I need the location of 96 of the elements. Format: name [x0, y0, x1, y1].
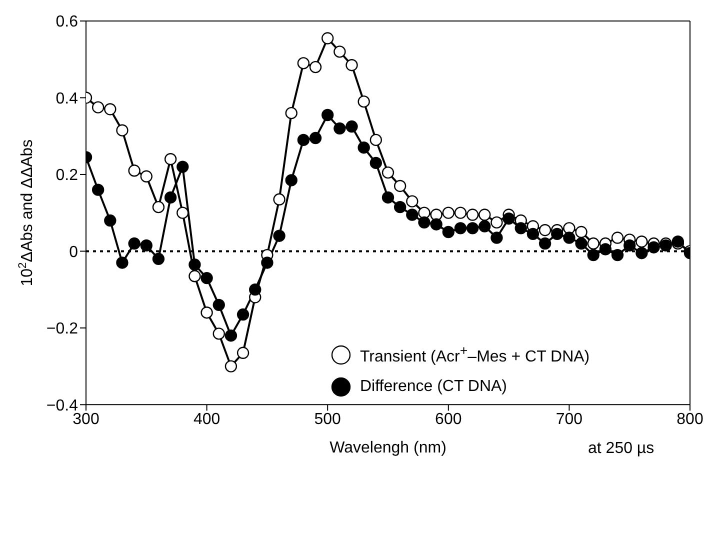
point — [502, 212, 515, 225]
point — [430, 218, 442, 230]
point — [478, 208, 491, 221]
y-tick-label: 0.2 — [56, 167, 78, 184]
point — [176, 160, 189, 173]
point — [334, 46, 346, 58]
point — [322, 108, 334, 122]
point — [128, 164, 140, 177]
point — [285, 106, 298, 120]
x-axis-title: Wavelengh (nm) — [330, 440, 446, 457]
point — [382, 166, 394, 179]
point — [442, 226, 454, 238]
point — [442, 206, 454, 219]
point — [382, 191, 394, 204]
x-tick-label: 700 — [556, 411, 583, 428]
point — [346, 59, 358, 72]
point — [636, 236, 648, 248]
y-tick-label: 0.6 — [56, 14, 78, 31]
point — [261, 256, 274, 269]
point — [454, 206, 467, 219]
point — [611, 232, 624, 244]
point — [140, 170, 152, 182]
point — [273, 230, 286, 242]
point — [116, 256, 128, 269]
point — [538, 237, 552, 250]
point — [92, 184, 104, 196]
x-tick-label: 800 — [676, 411, 704, 428]
point — [611, 248, 624, 262]
x-tick-label: 600 — [435, 411, 462, 428]
point — [212, 298, 225, 312]
point — [514, 222, 527, 234]
point — [490, 232, 503, 244]
point — [309, 132, 322, 144]
point — [370, 156, 382, 170]
point — [297, 134, 310, 146]
point — [128, 237, 140, 250]
point — [224, 360, 238, 372]
point — [176, 206, 189, 219]
point — [563, 232, 576, 244]
point — [454, 222, 467, 234]
point — [188, 270, 201, 282]
point — [140, 239, 152, 252]
point — [116, 124, 128, 136]
point — [285, 174, 298, 186]
point — [370, 134, 382, 146]
point — [478, 220, 491, 232]
point — [587, 248, 600, 262]
point — [309, 60, 322, 74]
point — [249, 283, 262, 296]
x-tick-label: 500 — [314, 411, 342, 428]
y-tick-label: 0 — [69, 244, 78, 261]
point — [104, 103, 116, 116]
point — [648, 241, 660, 254]
point — [104, 214, 116, 227]
x-tick-label: 400 — [193, 411, 220, 428]
point — [236, 346, 250, 359]
point — [322, 32, 334, 44]
point — [346, 120, 358, 133]
point — [297, 57, 310, 70]
point — [526, 228, 540, 240]
point — [212, 328, 225, 340]
point — [273, 193, 286, 206]
point — [164, 191, 177, 204]
point — [358, 95, 370, 108]
point — [466, 222, 479, 234]
point — [236, 308, 250, 321]
point — [466, 208, 479, 221]
point — [224, 330, 238, 342]
point — [575, 237, 588, 250]
y-tick-label: −0.2 — [46, 320, 78, 338]
legend-label: Difference (CT DNA) — [360, 378, 507, 396]
point — [152, 200, 165, 214]
legend-label: Transient (Acr$^{+}$–Mes + CT DNA) — [360, 343, 590, 366]
point — [394, 180, 406, 192]
point — [334, 122, 346, 135]
point — [418, 216, 430, 229]
point — [188, 258, 201, 271]
point — [358, 142, 370, 154]
point — [624, 239, 636, 252]
point — [587, 237, 600, 250]
point — [164, 153, 177, 166]
point — [394, 200, 406, 214]
point — [551, 228, 564, 240]
text: at 250 µs — [588, 440, 654, 458]
point — [200, 272, 213, 284]
point — [406, 208, 418, 221]
point — [152, 252, 165, 265]
point — [490, 216, 503, 229]
point — [538, 224, 552, 236]
point — [200, 306, 213, 319]
y-tick-label: 0.4 — [56, 90, 78, 108]
point — [406, 195, 418, 208]
point — [575, 226, 588, 238]
point — [92, 101, 104, 114]
point — [636, 247, 648, 260]
point — [599, 243, 612, 256]
